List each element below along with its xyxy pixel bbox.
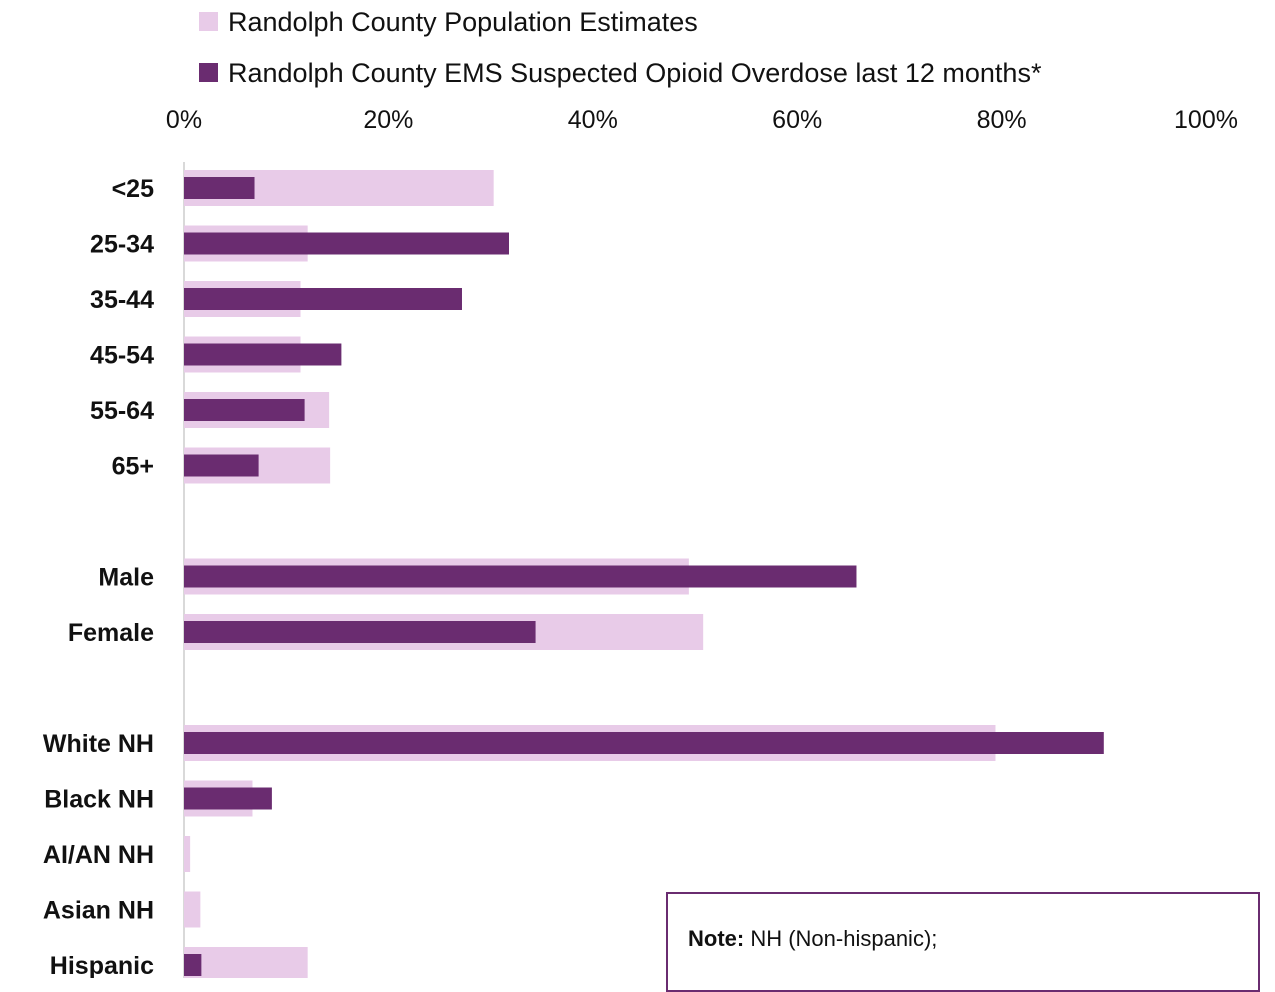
x-tick-label: 20%	[363, 106, 413, 134]
category-label: 45-54	[90, 342, 154, 370]
bar-ems-overdose	[184, 787, 272, 810]
bar-population	[184, 836, 191, 872]
bar-ems-overdose	[184, 954, 202, 976]
bar-ems-overdose	[184, 454, 259, 477]
bar-ems-overdose	[184, 565, 857, 588]
category-label: White NH	[43, 730, 154, 758]
note-box: Note: NH (Non-hispanic);	[666, 892, 1260, 992]
bar-ems-overdose	[184, 732, 1104, 754]
x-tick-label: 100%	[1174, 106, 1238, 134]
bar-ems-overdose	[184, 399, 305, 421]
x-tick-label: 0%	[166, 106, 202, 134]
category-label: <25	[112, 175, 155, 203]
bar-population	[184, 891, 201, 928]
legend-swatch-1	[199, 12, 218, 31]
category-label: Asian NH	[43, 897, 154, 925]
x-tick-label: 40%	[568, 106, 618, 134]
bar-ems-overdose	[184, 232, 509, 255]
x-tick-label: 80%	[977, 106, 1027, 134]
category-label: 65+	[112, 453, 154, 481]
note-label: Note:	[688, 926, 745, 951]
category-label: 25-34	[90, 231, 154, 259]
bar-ems-overdose	[184, 288, 462, 310]
x-tick-label: 60%	[772, 106, 822, 134]
bar-population	[184, 947, 308, 978]
category-label: AI/AN NH	[43, 841, 154, 869]
category-labels: <25 25-34 35-44 45-54 55-64 65+ Male Female Whit…	[43, 175, 154, 978]
category-label: Male	[98, 564, 154, 592]
category-label: 35-44	[90, 286, 154, 314]
category-label: 55-64	[90, 397, 154, 425]
legend-label-1: Randolph County Population Estimates	[228, 7, 698, 37]
bars	[184, 170, 1104, 978]
bar-ems-overdose	[184, 343, 342, 366]
bar-ems-overdose	[184, 177, 255, 199]
category-label: Black NH	[44, 786, 154, 814]
legend-swatch-2	[199, 63, 218, 82]
bar-ems-overdose	[184, 621, 536, 643]
note-text: NH (Non-hispanic);	[744, 926, 938, 951]
category-label: Female	[68, 619, 154, 647]
legend-label-2: Randolph County EMS Suspected Opioid Ove…	[228, 58, 1042, 88]
category-label: Hispanic	[50, 952, 154, 978]
x-axis-ticks: 0% 20% 40% 60% 80% 100%	[166, 106, 1238, 134]
legend: Randolph County Population Estimates Rand…	[199, 7, 1042, 88]
